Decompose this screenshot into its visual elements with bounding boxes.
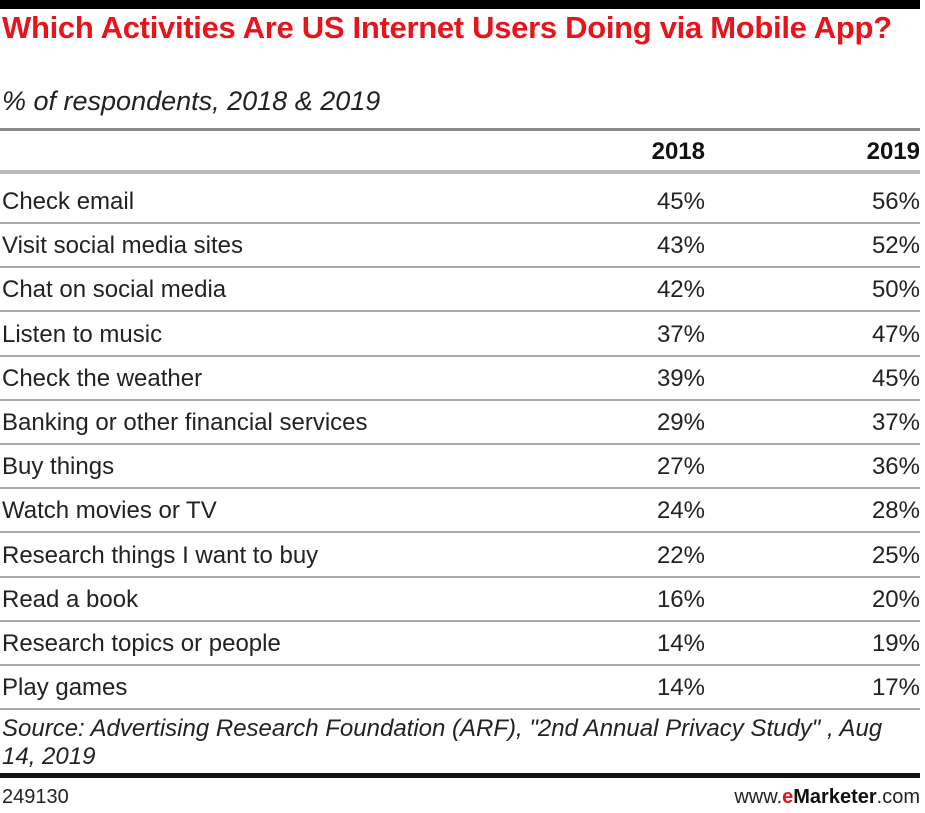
- table-row: Buy things 27% 36%: [0, 445, 920, 490]
- cell-2018: 22%: [656, 541, 705, 569]
- brand-logo: www.eMarketer.com: [734, 786, 920, 808]
- row-label: Research things I want to buy: [2, 541, 319, 569]
- cell-2019: 19%: [871, 630, 920, 657]
- cell-2019: 17%: [871, 674, 920, 702]
- cell-2018: 14%: [656, 630, 705, 657]
- table-row: Check email 45% 56%: [0, 180, 920, 224]
- top-bar: [0, 0, 920, 9]
- row-label: Chat on social media: [2, 276, 227, 304]
- cell-2018: 14%: [656, 674, 705, 702]
- row-label: Visit social media sites: [2, 232, 243, 260]
- divider: [0, 773, 920, 778]
- column-header-2019: 2019: [866, 138, 920, 165]
- chart-title: Which Activities Are US Internet Users D…: [2, 10, 892, 45]
- cell-2019: 52%: [871, 232, 920, 260]
- row-label: Read a book: [2, 585, 139, 613]
- column-header-2018: 2018: [651, 138, 705, 165]
- table-row: Listen to music 37% 47%: [0, 313, 920, 357]
- table-row: Watch movies or TV 24% 28%: [0, 489, 920, 534]
- cell-2018: 43%: [656, 232, 705, 260]
- table-row: Research topics or people 14% 19%: [0, 622, 920, 666]
- cell-2018: 24%: [656, 497, 705, 525]
- divider: [0, 128, 920, 131]
- cell-2019: 25%: [871, 541, 920, 569]
- row-label: Research topics or people: [2, 630, 281, 657]
- cell-2019: 47%: [871, 320, 920, 348]
- cell-2018: 45%: [656, 188, 705, 215]
- cell-2019: 45%: [871, 364, 920, 392]
- row-label: Banking or other financial services: [2, 409, 368, 436]
- table-row: Visit social media sites 43% 52%: [0, 224, 920, 269]
- table-row: Check the weather 39% 45%: [0, 357, 920, 401]
- cell-2019: 28%: [871, 497, 920, 525]
- cell-2019: 50%: [871, 276, 920, 304]
- row-label: Play games: [2, 674, 128, 702]
- table-row: Banking or other financial services 29% 37…: [0, 401, 920, 445]
- table-row: Read a book 16% 20%: [0, 578, 920, 622]
- row-label: Watch movies or TV: [2, 497, 217, 525]
- cell-2019: 36%: [871, 453, 920, 481]
- source-note: Source: Advertising Research Foundation …: [2, 715, 883, 770]
- cell-2018: 37%: [656, 320, 705, 348]
- cell-2018: 42%: [656, 276, 705, 304]
- row-label: Check email: [2, 188, 135, 215]
- row-label: Listen to music: [2, 320, 163, 348]
- cell-2019: 56%: [871, 188, 920, 215]
- chart-subtitle: % of respondents, 2018 & 2019: [2, 86, 381, 116]
- cell-2018: 29%: [656, 409, 705, 436]
- table-row: Research things I want to buy 22% 25%: [0, 534, 920, 578]
- cell-2018: 39%: [656, 364, 705, 392]
- table-row: Chat on social media 42% 50%: [0, 268, 920, 313]
- cell-2018: 27%: [656, 453, 705, 481]
- row-label: Buy things: [2, 453, 115, 481]
- divider: [0, 170, 920, 174]
- cell-2019: 37%: [871, 409, 920, 436]
- cell-2018: 16%: [656, 585, 705, 613]
- cell-2019: 20%: [871, 585, 920, 613]
- chart-id: 249130: [2, 786, 69, 808]
- row-label: Check the weather: [2, 364, 203, 392]
- table-row: Play games 14% 17%: [0, 666, 920, 711]
